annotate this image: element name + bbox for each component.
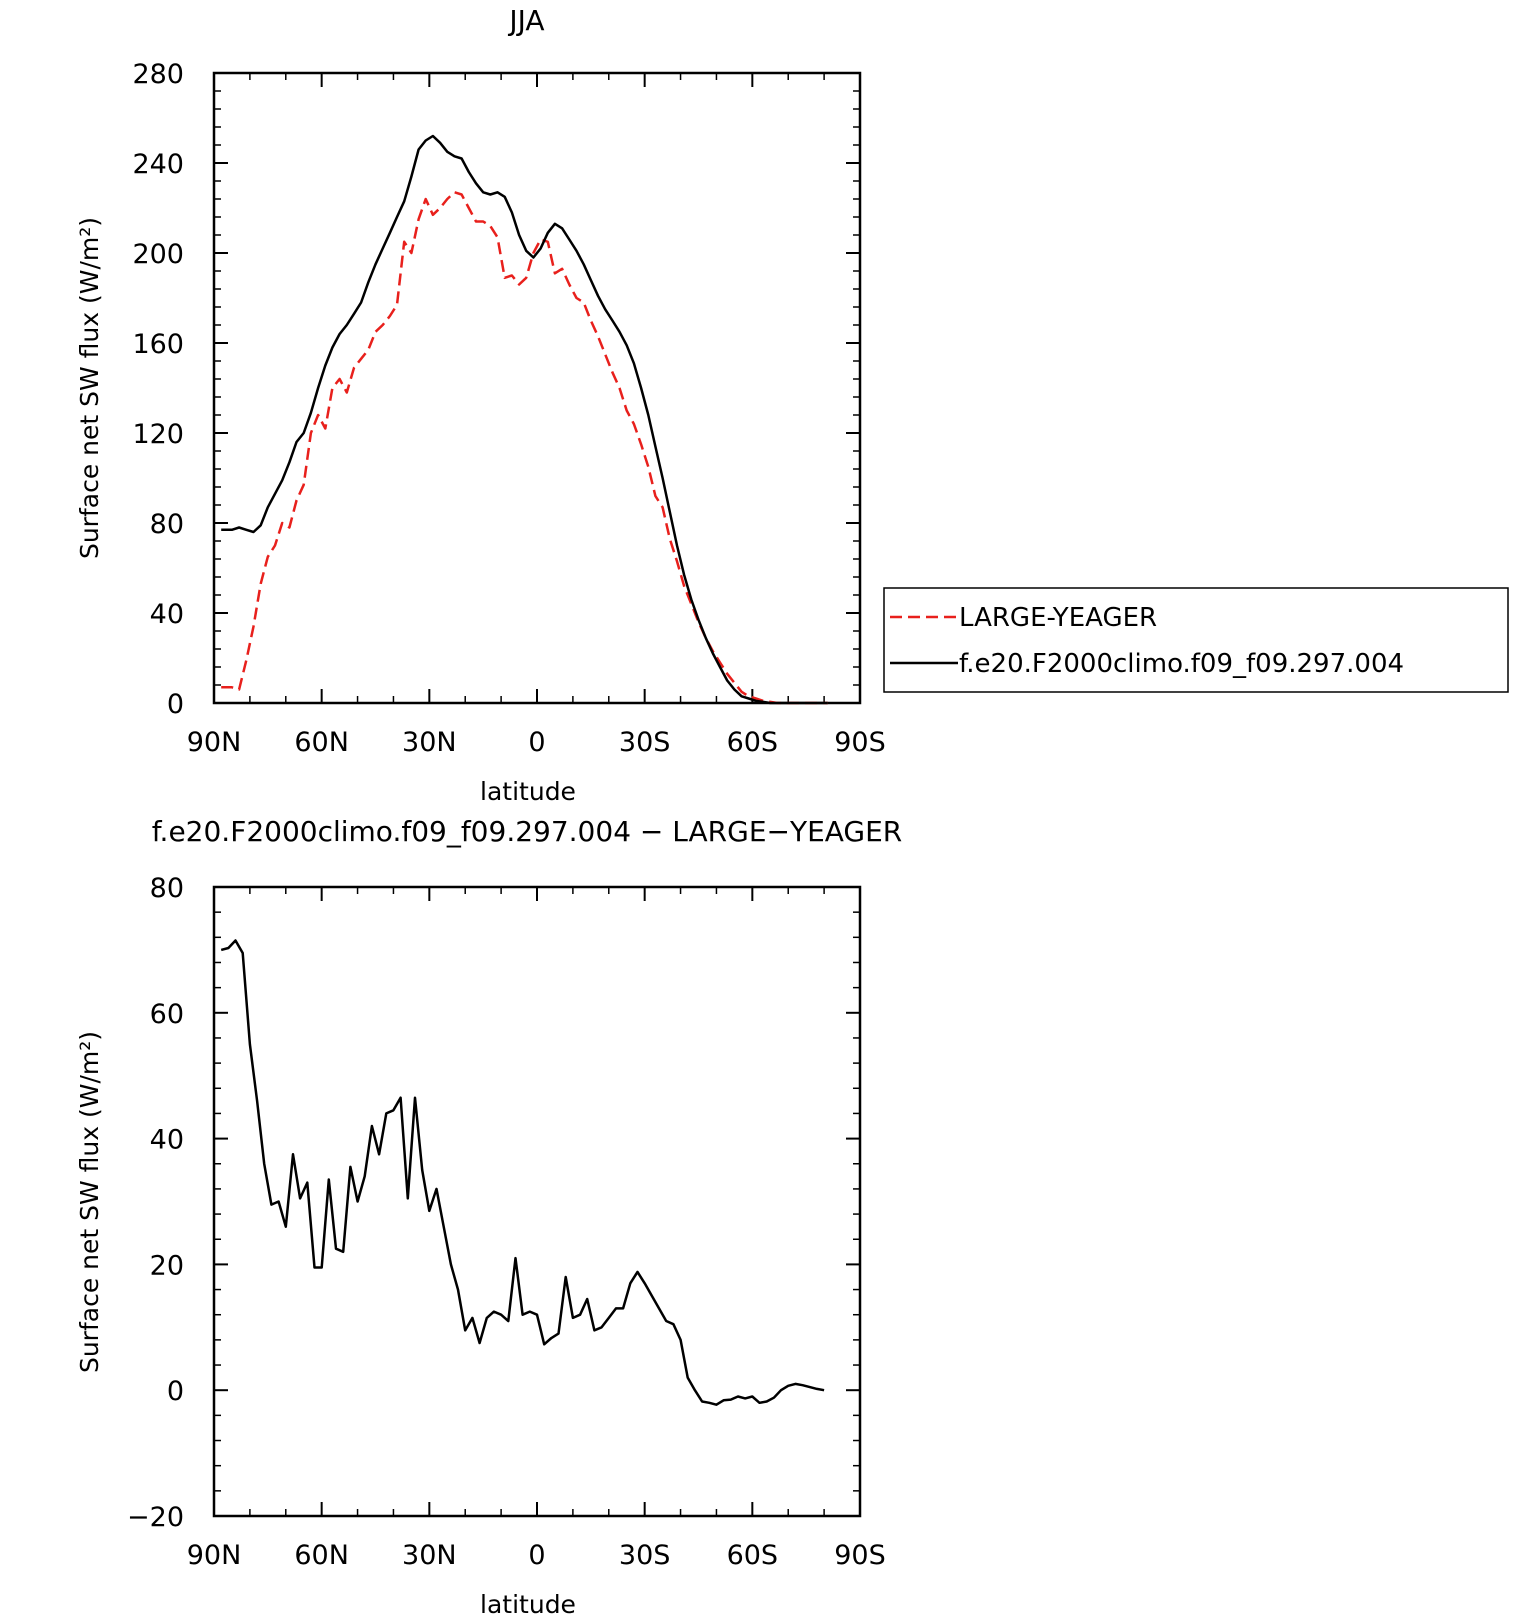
bottom-y-tick-label: 40 (150, 1125, 184, 1156)
top-y-axis-label: Surface net SW flux (W/m²) (75, 217, 104, 559)
bottom-chart-panel: f.e20.F2000climo.f09_f09.297.004 − LARGE… (75, 815, 902, 1619)
bottom-y-tick-label: 60 (150, 999, 184, 1030)
top-plot-frame (212, 71, 862, 705)
top-x-tick-label: 30N (402, 727, 457, 758)
top-y-tick-label: 120 (132, 419, 184, 450)
legend: LARGE-YEAGER f.e20.F2000climo.f09_f09.29… (883, 587, 1509, 693)
legend-box (883, 587, 1509, 693)
top-y-tick-label: 80 (150, 509, 184, 540)
top-chart-panel: JJA 90N 60N 30N 0 30S 60S 90S 0 40 80 120 160 200 240… (75, 4, 1509, 806)
top-plot-area: 90N 60N 30N 0 30S 60S 90S 0 40 80 120 160 200 240 280 (132, 59, 885, 758)
top-x-tick-label: 60S (727, 727, 779, 758)
top-x-axis-label: latitude (480, 777, 576, 806)
top-x-tick-label: 90S (834, 727, 886, 758)
bottom-chart-title: f.e20.F2000climo.f09_f09.297.004 − LARGE… (152, 815, 903, 848)
top-y-tick-label: 280 (132, 59, 184, 90)
top-y-tick-label: 240 (132, 149, 184, 180)
top-x-tick-label: 90N (187, 727, 242, 758)
top-x-tick-label: 30S (619, 727, 671, 758)
bottom-y-tick-label: 20 (150, 1250, 184, 1281)
top-x-tick-label: 0 (528, 727, 545, 758)
top-chart-title: JJA (507, 4, 544, 37)
bottom-x-tick-label: 60S (727, 1540, 779, 1571)
top-series-line-1 (221, 134, 828, 705)
bottom-x-tick-label: 90N (187, 1540, 242, 1571)
bottom-y-tick-label: 0 (167, 1376, 184, 1407)
bottom-series-line-0 (220, 939, 825, 1406)
bottom-x-axis-label: latitude (480, 1590, 576, 1619)
bottom-x-tick-label: 30S (619, 1540, 671, 1571)
top-series-line-0 (221, 191, 828, 705)
top-y-tick-label: 0 (167, 689, 184, 720)
bottom-x-tick-label: 0 (528, 1540, 545, 1571)
top-x-tick-label: 60N (294, 727, 349, 758)
legend-label-model: f.e20.F2000climo.f09_f09.297.004 (959, 649, 1404, 679)
bottom-y-axis-label: Surface net SW flux (W/m²) (75, 1031, 104, 1373)
bottom-x-tick-label: 30N (402, 1540, 457, 1571)
bottom-x-tick-label: 90S (834, 1540, 886, 1571)
bottom-x-tick-label: 60N (294, 1540, 349, 1571)
top-y-tick-label: 160 (132, 329, 184, 360)
legend-label-large-yeager: LARGE-YEAGER (959, 603, 1157, 633)
top-y-tick-label: 200 (132, 239, 184, 270)
bottom-y-tick-label: 80 (150, 873, 184, 904)
bottom-plot-frame (212, 885, 862, 1518)
bottom-plot-area: 90N 60N 30N 0 30S 60S 90S −20 0 20 40 60 80 (127, 873, 886, 1571)
bottom-y-tick-label: −20 (127, 1502, 184, 1533)
top-y-tick-label: 40 (150, 599, 184, 630)
